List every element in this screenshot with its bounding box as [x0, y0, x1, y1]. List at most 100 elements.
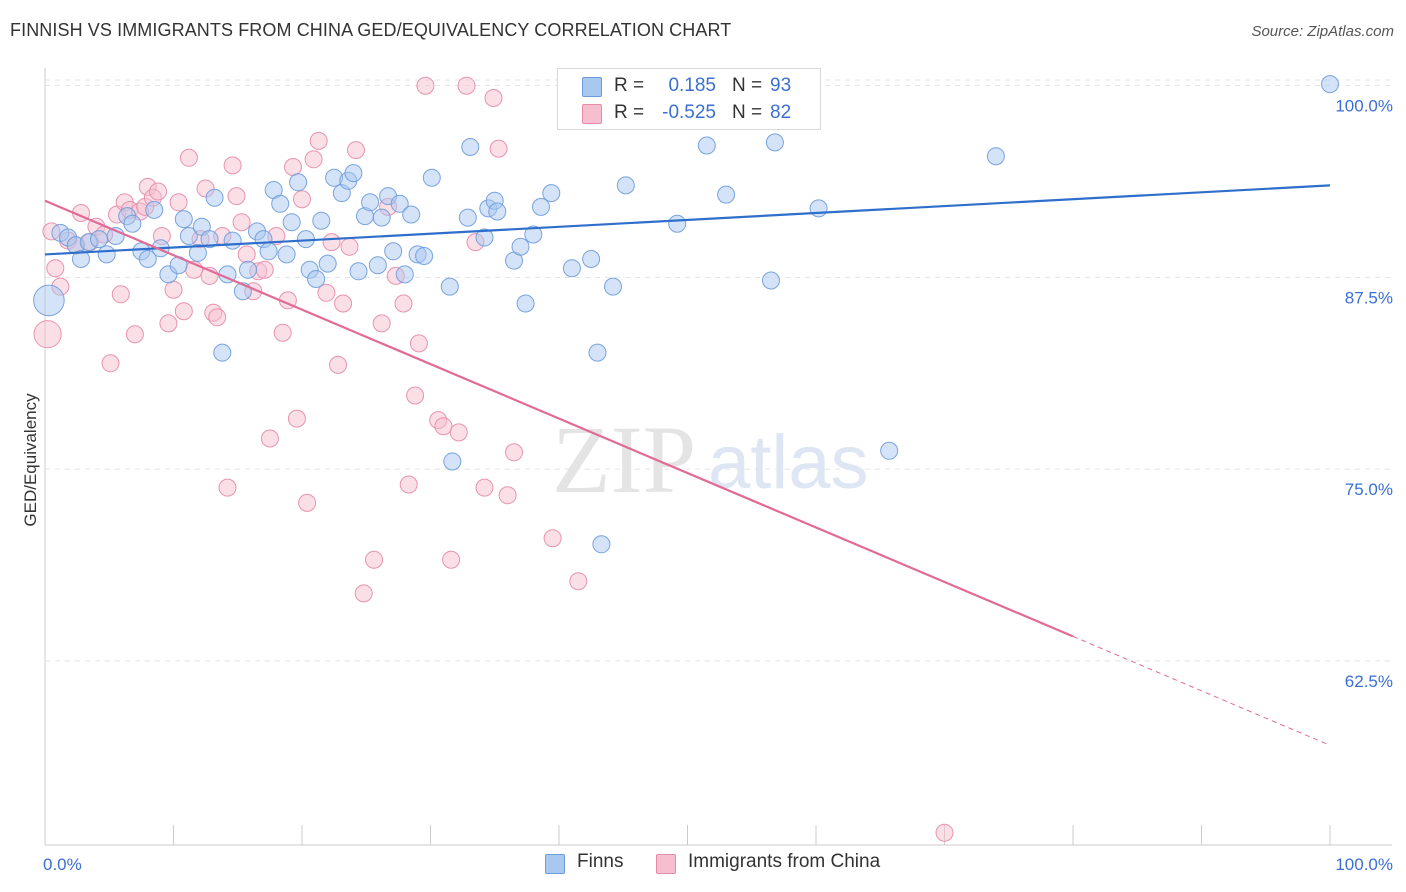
- trend-line-finns: [44, 184, 1331, 256]
- china-point: [273, 323, 292, 342]
- china-point: [111, 285, 130, 304]
- finns-point: [344, 164, 363, 183]
- china-point: [287, 409, 306, 428]
- bottom-legend-swatch-finns: [545, 854, 565, 874]
- china-point: [449, 423, 468, 442]
- china-point: [569, 572, 588, 591]
- china-point: [409, 334, 428, 353]
- finns-point: [277, 245, 296, 264]
- china-point: [475, 478, 494, 497]
- y-tick-label-1: 75.0%: [1345, 480, 1393, 499]
- finns-point: [582, 250, 601, 268]
- finns-point: [880, 441, 899, 460]
- finns-point: [475, 228, 494, 247]
- china-point: [354, 584, 373, 603]
- finns-point: [384, 242, 403, 261]
- legend: R = 0.185 N = 93 R = -0.525 N = 82: [557, 68, 821, 130]
- china-point: [284, 158, 302, 176]
- china-point: [484, 89, 503, 107]
- finns-point: [349, 262, 368, 281]
- china-point: [33, 320, 62, 349]
- finns-point: [516, 294, 535, 313]
- finns-point: [616, 176, 635, 195]
- finns-point: [697, 136, 716, 155]
- china-point: [149, 182, 168, 201]
- china-point: [442, 550, 461, 569]
- finns-point: [361, 193, 380, 212]
- finns-point: [33, 284, 65, 317]
- china-point: [223, 156, 242, 175]
- y-tick-labels: 62.5% 75.0% 87.5% 100.0%: [1335, 97, 1393, 691]
- legend-row-china: R = -0.525 N = 82: [558, 100, 820, 126]
- y-tick-label-2: 87.5%: [1345, 288, 1393, 307]
- china-point: [304, 150, 323, 169]
- finns-point: [372, 208, 391, 227]
- finns-point: [179, 227, 198, 245]
- legend-n-label: N =: [732, 102, 763, 123]
- series-finns-points: [33, 73, 1339, 554]
- finns-point: [443, 452, 462, 471]
- finns-point: [532, 197, 550, 216]
- finns-point: [395, 265, 414, 284]
- finns-point: [765, 133, 784, 152]
- finns-point: [511, 237, 530, 256]
- china-point: [232, 213, 251, 232]
- watermark-atlas: atlas: [708, 420, 869, 505]
- china-point: [298, 493, 317, 512]
- china-point: [498, 486, 517, 505]
- china-point: [334, 294, 353, 313]
- china-point: [227, 187, 246, 206]
- finns-point: [239, 260, 257, 279]
- finns-point: [289, 173, 308, 192]
- y-tick-label-0: 62.5%: [1345, 672, 1393, 691]
- china-point: [329, 355, 347, 374]
- trend-line-china-extension: [1072, 635, 1331, 746]
- finns-point: [524, 225, 543, 244]
- finns-point: [307, 270, 326, 288]
- finns-point: [668, 214, 687, 233]
- bottom-legend-label-finns: Finns: [577, 851, 624, 872]
- china-point: [293, 190, 311, 209]
- china-point: [322, 233, 341, 252]
- china-point: [169, 193, 188, 212]
- china-point: [505, 443, 523, 462]
- legend-n-value-china: 82: [770, 102, 792, 123]
- legend-swatch-finns: [582, 77, 602, 97]
- finns-point: [223, 231, 242, 250]
- china-point: [179, 148, 198, 167]
- finns-point: [809, 199, 828, 218]
- finns-point: [368, 256, 387, 275]
- finns-point: [174, 210, 193, 229]
- legend-r-value-finns: 0.185: [668, 75, 716, 96]
- finns-point: [97, 245, 116, 264]
- china-point: [125, 325, 144, 344]
- finns-point: [542, 184, 561, 203]
- china-point: [372, 314, 391, 333]
- finns-point: [205, 188, 224, 207]
- finns-point: [488, 202, 507, 221]
- trend-line-china: [44, 199, 1074, 638]
- finns-point: [762, 271, 780, 290]
- finns-point: [461, 138, 480, 156]
- finns-point: [986, 147, 1005, 166]
- finns-point: [213, 343, 232, 362]
- legend-swatch-china: [582, 104, 602, 124]
- axes: [44, 68, 1392, 846]
- finns-point: [312, 211, 331, 230]
- trend-lines: [44, 184, 1331, 746]
- finns-point: [318, 254, 337, 273]
- china-point: [159, 314, 178, 333]
- finns-point: [188, 243, 207, 262]
- finns-point: [717, 185, 736, 204]
- watermark-zip: ZIP: [552, 406, 696, 513]
- legend-r-label: R =: [614, 102, 645, 123]
- finns-point: [200, 230, 219, 249]
- finns-point: [259, 242, 278, 261]
- finns-point: [422, 168, 441, 187]
- china-point: [208, 308, 227, 327]
- legend-row-finns: R = 0.185 N = 93: [558, 73, 820, 99]
- legend-r-value-china: -0.525: [662, 102, 716, 123]
- legend-n-value-finns: 93: [770, 75, 792, 96]
- china-point: [399, 475, 418, 494]
